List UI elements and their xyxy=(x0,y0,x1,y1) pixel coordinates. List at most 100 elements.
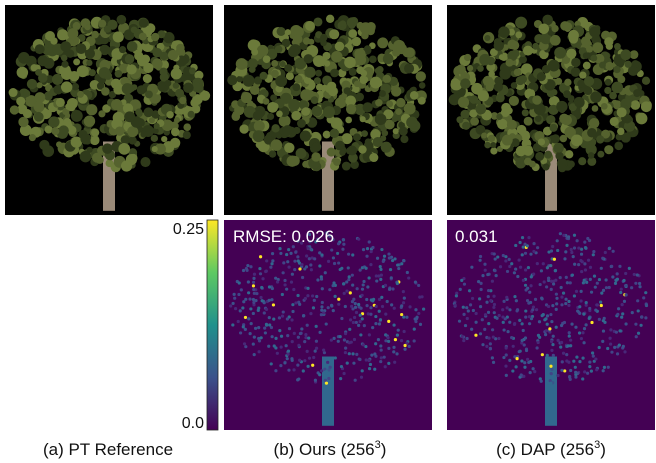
leaf xyxy=(84,115,95,126)
leaf xyxy=(311,364,314,367)
leaf xyxy=(618,329,621,332)
leaf xyxy=(389,268,392,271)
leaf xyxy=(254,327,257,330)
leaf xyxy=(392,48,400,56)
leaf xyxy=(598,346,601,349)
leaf xyxy=(524,252,527,255)
leaf xyxy=(615,331,618,334)
leaf xyxy=(384,339,387,342)
leaf xyxy=(387,340,390,343)
leaf xyxy=(274,277,277,280)
leaf xyxy=(323,106,335,118)
leaf xyxy=(636,273,639,276)
leaf xyxy=(508,258,511,261)
leaf xyxy=(560,295,563,298)
leaf xyxy=(363,102,373,112)
leaf xyxy=(489,299,492,302)
leaf xyxy=(502,254,505,257)
leaf xyxy=(550,280,553,283)
leaf xyxy=(510,41,519,50)
leaf xyxy=(344,351,347,354)
leaf xyxy=(540,269,543,272)
leaf xyxy=(139,18,149,28)
leaf xyxy=(479,305,482,308)
leaf xyxy=(465,306,468,309)
leaf xyxy=(523,243,526,246)
leaf xyxy=(249,332,252,335)
leaf xyxy=(485,345,488,348)
leaf xyxy=(550,124,558,132)
leaf xyxy=(529,253,532,256)
leaf xyxy=(514,69,522,77)
leaf xyxy=(549,264,552,267)
leaf xyxy=(597,151,604,158)
leaf xyxy=(499,265,502,268)
leaf xyxy=(76,43,87,54)
leaf xyxy=(466,337,469,340)
leaf xyxy=(320,369,323,372)
leaf xyxy=(616,278,619,281)
leaf xyxy=(348,352,351,355)
leaf xyxy=(633,273,636,276)
leaf xyxy=(621,303,624,306)
leaf xyxy=(477,280,480,283)
leaf xyxy=(466,317,469,320)
leaf xyxy=(278,316,281,319)
leaf xyxy=(550,372,553,375)
leaf xyxy=(410,91,419,100)
leaf xyxy=(621,312,624,315)
leaf xyxy=(588,365,591,368)
leaf xyxy=(611,82,623,94)
leaf xyxy=(357,324,360,327)
leaf xyxy=(80,151,92,163)
leaf xyxy=(252,301,255,304)
leaf xyxy=(119,46,126,53)
leaf xyxy=(239,309,242,312)
leaf xyxy=(18,117,28,127)
leaf xyxy=(559,346,562,349)
leaf xyxy=(516,146,527,157)
leaf xyxy=(504,259,507,262)
leaf xyxy=(380,356,383,359)
leaf xyxy=(111,99,122,110)
leaf xyxy=(492,336,495,339)
leaf xyxy=(509,96,519,106)
leaf xyxy=(334,356,337,359)
leaf xyxy=(355,353,358,356)
figure: 0.25 0.0 RMSE: 0.026 0.031 (a) PT Refere… xyxy=(0,0,656,463)
leaf xyxy=(257,309,260,312)
leaf xyxy=(526,287,529,290)
leaf xyxy=(331,117,343,129)
leaf xyxy=(589,278,592,281)
leaf xyxy=(476,104,487,115)
leaf xyxy=(365,358,368,361)
leaf xyxy=(416,71,426,81)
leaf xyxy=(578,305,581,308)
leaf xyxy=(561,360,564,363)
leaf xyxy=(346,104,356,114)
leaf xyxy=(493,311,496,314)
leaf xyxy=(586,237,589,240)
leaf xyxy=(282,261,285,264)
leaf xyxy=(357,303,360,306)
leaf xyxy=(479,54,491,66)
leaf xyxy=(289,252,292,255)
leaf xyxy=(554,269,557,272)
leaf xyxy=(498,314,501,317)
leaf xyxy=(587,259,590,262)
leaf xyxy=(522,329,525,332)
leaf xyxy=(460,279,463,282)
leaf xyxy=(313,257,316,260)
leaf xyxy=(16,97,25,106)
leaf xyxy=(462,306,465,309)
leaf xyxy=(260,72,268,80)
leaf xyxy=(583,52,590,59)
leaf xyxy=(455,294,458,297)
leaf xyxy=(310,268,313,271)
leaf xyxy=(296,294,299,297)
leaf xyxy=(538,23,549,34)
leaf xyxy=(546,266,549,269)
leaf xyxy=(481,132,487,138)
leaf xyxy=(298,303,301,306)
leaf xyxy=(458,97,469,108)
